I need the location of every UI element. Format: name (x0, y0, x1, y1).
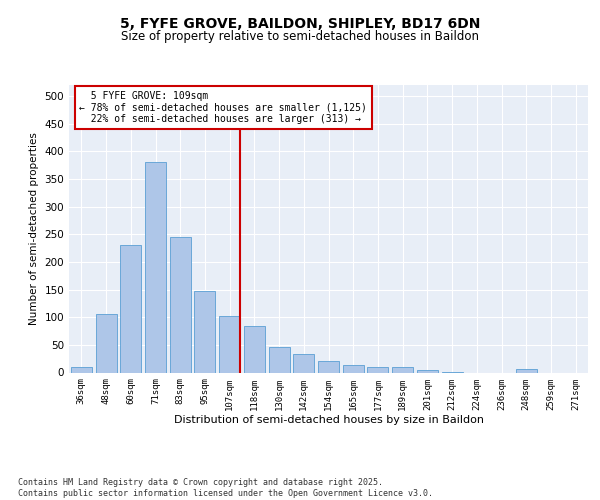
Bar (516, 368, 537, 372)
Bar (318, 362, 339, 372)
Bar (170, 237, 191, 372)
X-axis label: Distribution of semi-detached houses by size in Baildon: Distribution of semi-detached houses by … (173, 415, 484, 425)
Bar (293, 354, 314, 372)
Bar (244, 326, 265, 372)
Text: 5 FYFE GROVE: 109sqm
← 78% of semi-detached houses are smaller (1,125)
  22% of : 5 FYFE GROVE: 109sqm ← 78% of semi-detac… (79, 91, 367, 124)
Bar (417, 370, 438, 372)
Bar (95, 314, 116, 372)
Bar (71, 367, 92, 372)
Text: Contains HM Land Registry data © Crown copyright and database right 2025.
Contai: Contains HM Land Registry data © Crown c… (18, 478, 433, 498)
Text: Size of property relative to semi-detached houses in Baildon: Size of property relative to semi-detach… (121, 30, 479, 43)
Bar (120, 246, 141, 372)
Bar (145, 162, 166, 372)
Bar (194, 290, 215, 372)
Bar (392, 367, 413, 372)
Text: 5, FYFE GROVE, BAILDON, SHIPLEY, BD17 6DN: 5, FYFE GROVE, BAILDON, SHIPLEY, BD17 6D… (120, 18, 480, 32)
Bar (367, 367, 388, 372)
Bar (343, 366, 364, 372)
Bar (219, 316, 240, 372)
Bar (269, 347, 290, 372)
Y-axis label: Number of semi-detached properties: Number of semi-detached properties (29, 132, 39, 325)
